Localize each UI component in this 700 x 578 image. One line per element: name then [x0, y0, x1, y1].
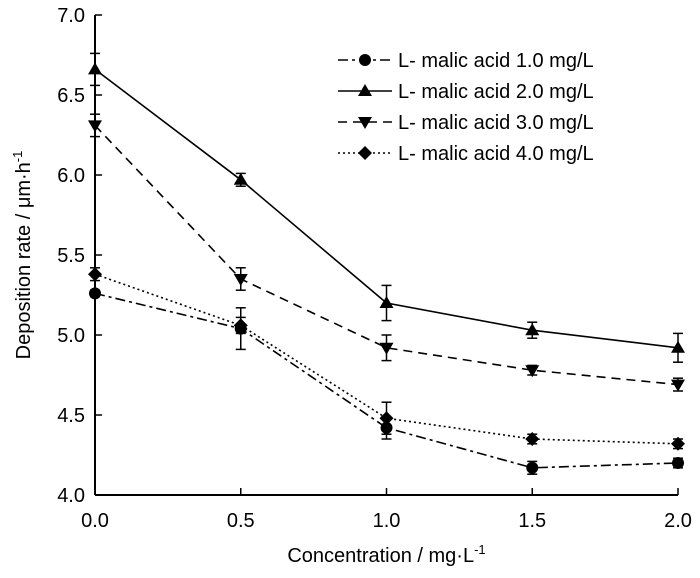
data-point	[672, 457, 684, 469]
y-tick-label: 4.0	[57, 485, 85, 507]
data-point	[379, 296, 394, 308]
legend-label: L- malic acid 1.0 mg/L	[398, 50, 594, 72]
data-point	[525, 432, 540, 446]
data-point	[671, 436, 685, 451]
y-tick-label: 6.5	[57, 85, 85, 107]
data-point	[89, 287, 101, 300]
x-tick-label: 1.0	[373, 510, 401, 532]
data-point	[88, 62, 102, 75]
legend-marker	[359, 54, 371, 66]
data-point	[525, 323, 540, 336]
x-axis-title-superscript: -1	[474, 542, 486, 557]
data-point	[526, 461, 539, 474]
y-tick-label: 6.0	[57, 165, 85, 187]
data-point	[671, 379, 685, 392]
y-tick-label: 5.0	[57, 325, 85, 347]
series-layer	[88, 52, 685, 475]
series-3	[88, 113, 685, 392]
x-tick-label: 2.0	[664, 510, 692, 532]
series-4	[88, 267, 685, 451]
legend-label: L- malic acid 2.0 mg/L	[398, 81, 594, 103]
axis-ticks: 0.0 0.5 1.0 1.5 2.0 4.0 4.5 5.0 5.5 6.0 6.5 7.0	[57, 5, 692, 532]
x-axis-title-main: Concentration / mg·L	[287, 545, 474, 567]
data-point	[525, 365, 540, 378]
legend: L- malic acid 1.0 mg/L L- malic acid 2.0 …	[338, 50, 594, 165]
legend-item-3: L- malic acid 3.0 mg/L	[338, 112, 594, 134]
data-point	[88, 267, 102, 282]
data-point	[233, 318, 248, 333]
series-2	[88, 52, 685, 363]
x-tick-label: 0.5	[227, 510, 255, 532]
legend-item-1: L- malic acid 1.0 mg/L	[338, 50, 594, 72]
y-tick-label: 5.5	[57, 245, 85, 267]
legend-marker	[358, 146, 372, 160]
series-line	[94, 124, 679, 386]
data-point	[379, 342, 394, 355]
data-point	[233, 172, 248, 185]
data-point	[88, 120, 102, 133]
legend-label: L- malic acid 3.0 mg/L	[398, 112, 594, 134]
x-axis-title: Concentration / mg·L-1	[287, 542, 485, 567]
data-point	[379, 411, 394, 426]
legend-item-2: L- malic acid 2.0 mg/L	[338, 81, 594, 103]
legend-marker	[358, 117, 372, 129]
legend-marker	[358, 84, 372, 96]
data-point	[671, 340, 685, 353]
legend-item-4: L- malic acid 4.0 mg/L	[338, 143, 594, 165]
y-tick-label: 7.0	[57, 5, 85, 27]
x-tick-label: 0.0	[81, 510, 109, 532]
y-axis-title: Deposition rate / μm·h-1	[10, 151, 35, 360]
y-axis-title-main: Deposition rate / μm·h	[13, 162, 35, 359]
x-tick-label: 1.5	[518, 510, 546, 532]
data-point	[233, 274, 248, 286]
y-tick-label: 4.5	[57, 405, 85, 427]
legend-label: L- malic acid 4.0 mg/L	[398, 143, 594, 165]
series-line	[94, 292, 679, 469]
y-axis-title-superscript: -1	[10, 151, 25, 163]
